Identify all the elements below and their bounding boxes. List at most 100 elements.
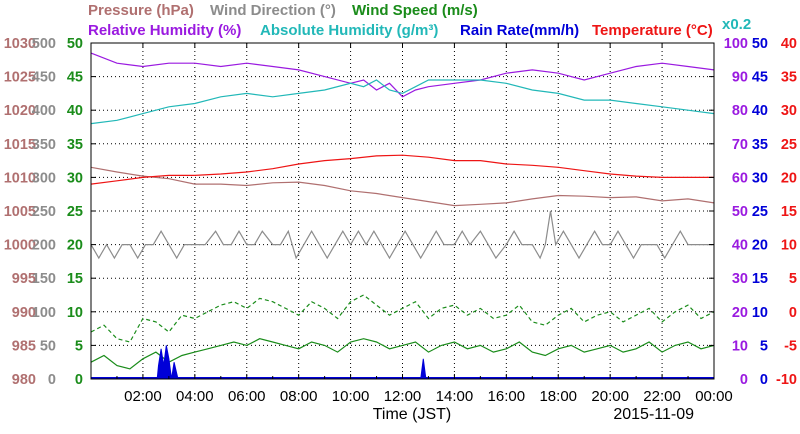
pressure-tick-label: 980 bbox=[12, 372, 36, 388]
temperature-tick-label: 20 bbox=[781, 170, 797, 186]
relative-humidity-tick-label: 30 bbox=[732, 271, 748, 287]
relative-humidity-series bbox=[90, 52, 715, 98]
temperature-tick-label: 40 bbox=[781, 36, 797, 52]
chart-header: Pressure (hPa) Wind Direction (°) Wind S… bbox=[88, 2, 751, 39]
temperature-tick-label: 5 bbox=[789, 271, 797, 287]
x-tick-label: 00:00 bbox=[695, 388, 733, 405]
absolute-humidity-series bbox=[90, 79, 715, 125]
wind-speed-series bbox=[90, 338, 715, 370]
rain-rate-tick-label: 25 bbox=[752, 204, 768, 220]
wind-speed-tick-label: 50 bbox=[67, 36, 83, 52]
data-series bbox=[90, 52, 715, 380]
rain-rate-header: Rain Rate(mm/h) bbox=[460, 22, 579, 39]
pressure-tick-label: 1000 bbox=[4, 238, 36, 254]
wind-speed-peak-series bbox=[90, 294, 715, 343]
x-tick-label: 08:00 bbox=[280, 388, 318, 405]
y-axis-ticks: 1030102510201015101010051000995990985980… bbox=[4, 36, 797, 388]
rain-rate-tick-label: 15 bbox=[752, 271, 768, 287]
rain-rate-tick-label: 0 bbox=[760, 372, 768, 388]
chart-date: 2015-11-09 bbox=[613, 406, 694, 423]
wind-speed-tick-label: 15 bbox=[67, 271, 83, 287]
plot-grid bbox=[91, 43, 714, 379]
wind-direction-tick-label: 350 bbox=[32, 137, 56, 153]
x-tick-label: 14:00 bbox=[436, 388, 474, 405]
absolute-humidity-header: Absolute Humidity (g/m³) bbox=[260, 22, 438, 39]
temperature-header: Temperature (°C) bbox=[592, 22, 713, 39]
relative-humidity-tick-label: 100 bbox=[724, 36, 748, 52]
x-tick-label: 20:00 bbox=[591, 388, 629, 405]
relative-humidity-tick-label: 0 bbox=[740, 372, 748, 388]
rain-rate-tick-label: 35 bbox=[752, 137, 768, 153]
relative-humidity-tick-label: 80 bbox=[732, 103, 748, 119]
pressure-tick-label: 985 bbox=[12, 338, 36, 354]
wind-direction-header: Wind Direction (°) bbox=[210, 2, 336, 19]
temperature-tick-label: 0 bbox=[789, 305, 797, 321]
rain-rate-tick-label: 45 bbox=[752, 70, 768, 86]
x-tick-label: 04:00 bbox=[176, 388, 214, 405]
x-tick-label: 02:00 bbox=[124, 388, 162, 405]
rain-rate-tick-label: 20 bbox=[752, 238, 768, 254]
wind-direction-tick-label: 100 bbox=[32, 305, 56, 321]
x-tick-label: 12:00 bbox=[384, 388, 422, 405]
pressure-tick-label: 1010 bbox=[4, 170, 36, 186]
wind-direction-tick-label: 0 bbox=[48, 372, 56, 388]
wind-direction-tick-label: 150 bbox=[32, 271, 56, 287]
pressure-header: Pressure (hPa) bbox=[88, 2, 194, 19]
wind-direction-series bbox=[90, 210, 714, 260]
x-tick-label: 18:00 bbox=[539, 388, 577, 405]
wind-speed-tick-label: 10 bbox=[67, 305, 83, 321]
x-tick-label: 10:00 bbox=[332, 388, 370, 405]
relative-humidity-tick-label: 40 bbox=[732, 238, 748, 254]
pressure-tick-label: 1005 bbox=[4, 204, 36, 220]
wind-direction-tick-label: 500 bbox=[32, 36, 56, 52]
wind-speed-tick-label: 45 bbox=[67, 70, 83, 86]
wind-speed-tick-label: 25 bbox=[67, 204, 83, 220]
relative-humidity-tick-label: 10 bbox=[732, 338, 748, 354]
pressure-tick-label: 1030 bbox=[4, 36, 36, 52]
pressure-tick-label: 1020 bbox=[4, 103, 36, 119]
rain-rate-series bbox=[156, 345, 427, 380]
wind-speed-tick-label: 0 bbox=[75, 372, 83, 388]
wind-speed-tick-label: 5 bbox=[75, 338, 83, 354]
x-tick-label: 16:00 bbox=[488, 388, 526, 405]
relative-humidity-tick-label: 70 bbox=[732, 137, 748, 153]
rain-rate-tick-label: 50 bbox=[752, 36, 768, 52]
x-tick-label: 22:00 bbox=[643, 388, 681, 405]
rain-rate-tick-label: 30 bbox=[752, 170, 768, 186]
wind-speed-tick-label: 20 bbox=[67, 238, 83, 254]
wind-direction-tick-label: 300 bbox=[32, 170, 56, 186]
pressure-series bbox=[90, 166, 715, 207]
wind-speed-tick-label: 40 bbox=[67, 103, 83, 119]
wind-direction-tick-label: 50 bbox=[40, 338, 56, 354]
x-axis-label: Time (JST) bbox=[373, 406, 452, 423]
pressure-tick-label: 995 bbox=[12, 271, 36, 287]
wind-direction-tick-label: 400 bbox=[32, 103, 56, 119]
wind-speed-header: Wind Speed (m/s) bbox=[352, 2, 478, 19]
temperature-tick-label: 15 bbox=[781, 204, 797, 220]
relative-humidity-tick-label: 60 bbox=[732, 170, 748, 186]
pressure-tick-label: 1025 bbox=[4, 70, 36, 86]
temperature-tick-label: 25 bbox=[781, 137, 797, 153]
relative-humidity-tick-label: 90 bbox=[732, 70, 748, 86]
absolute-humidity-scale-label: x0.2 bbox=[722, 16, 751, 33]
wind-direction-tick-label: 200 bbox=[32, 238, 56, 254]
temperature-tick-label: 10 bbox=[781, 238, 797, 254]
pressure-tick-label: 1015 bbox=[4, 137, 36, 153]
relative-humidity-tick-label: 50 bbox=[732, 204, 748, 220]
x-axis-ticks: 02:00 04:00 06:00 08:00 10:00 12:00 14:00 16:00… bbox=[116, 43, 733, 405]
wind-speed-tick-label: 35 bbox=[67, 137, 83, 153]
x-tick-label: 06:00 bbox=[228, 388, 266, 405]
wind-direction-tick-label: 250 bbox=[32, 204, 56, 220]
relative-humidity-tick-label: 20 bbox=[732, 305, 748, 321]
rain-rate-tick-label: 10 bbox=[752, 305, 768, 321]
temperature-tick-label: -5 bbox=[784, 338, 797, 354]
temperature-tick-label: 35 bbox=[781, 70, 797, 86]
wind-direction-tick-label: 450 bbox=[32, 70, 56, 86]
relative-humidity-header: Relative Humidity (%) bbox=[88, 22, 241, 39]
rain-rate-tick-label: 40 bbox=[752, 103, 768, 119]
temperature-tick-label: 30 bbox=[781, 103, 797, 119]
pressure-tick-label: 990 bbox=[12, 305, 36, 321]
rain-rate-tick-label: 5 bbox=[760, 338, 768, 354]
wind-speed-tick-label: 30 bbox=[67, 170, 83, 186]
